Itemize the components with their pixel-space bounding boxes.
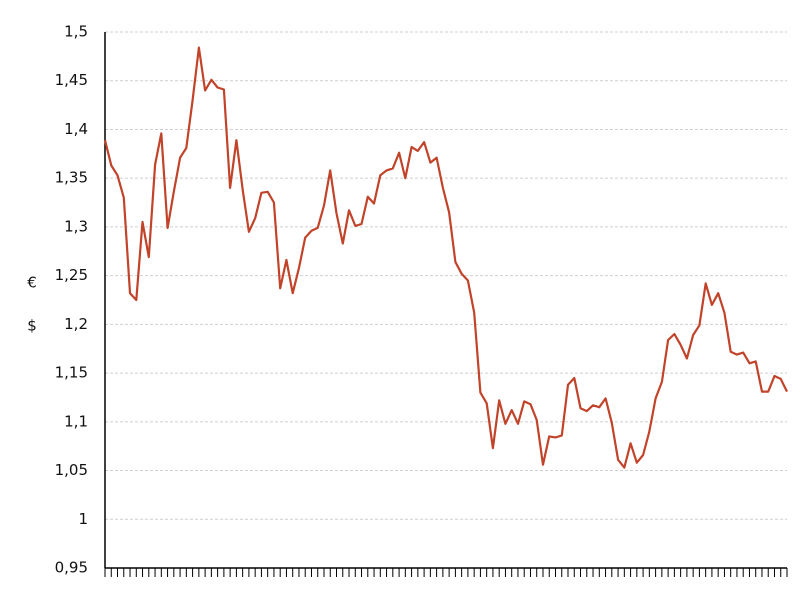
y-tick-label: 1,4: [64, 120, 88, 138]
y-tick-label: 1: [78, 510, 88, 528]
y-tick-label: 1,15: [55, 364, 88, 382]
y-tick-label: 1,05: [55, 461, 88, 479]
y-axis-label: $: [27, 317, 37, 335]
series-line: [103, 46, 788, 469]
y-tick-label: 1,1: [64, 412, 88, 430]
y-tick-label: 1,45: [55, 71, 88, 89]
y-tick-label: 1,2: [64, 315, 88, 333]
y-tick-label: 1,5: [64, 23, 88, 41]
y-axis-label: €: [27, 274, 37, 292]
y-tick-label: 1,25: [55, 266, 88, 284]
y-tick-label: 1,35: [55, 169, 88, 187]
y-tick-label: 1,3: [64, 217, 88, 235]
y-tick-label: 0,95: [55, 559, 88, 577]
